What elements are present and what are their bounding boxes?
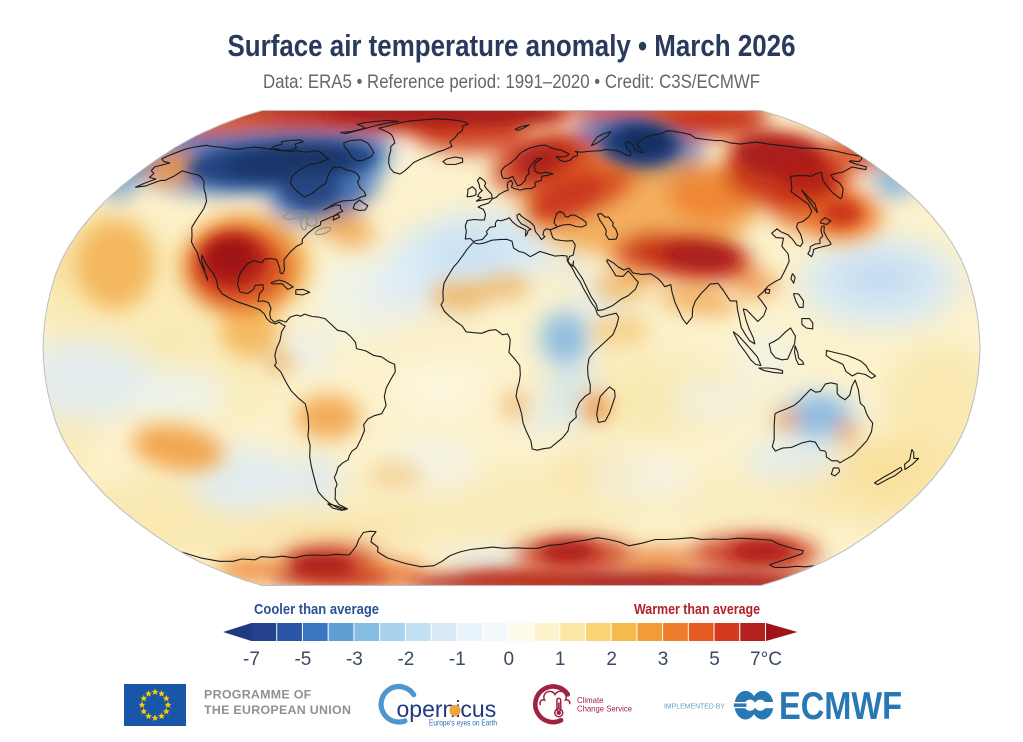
svg-text:IMPLEMENTED BY: IMPLEMENTED BY — [664, 702, 725, 711]
svg-text:THE EUROPEAN UNION: THE EUROPEAN UNION — [204, 703, 351, 717]
svg-text:PROGRAMME OF: PROGRAMME OF — [204, 688, 312, 702]
svg-text:3: 3 — [658, 649, 669, 670]
svg-text:Surface air temperature anomal: Surface air temperature anomaly • March … — [228, 28, 796, 63]
svg-text:Change Service: Change Service — [577, 703, 632, 713]
svg-text:-3: -3 — [346, 649, 363, 670]
svg-text:-1: -1 — [449, 649, 466, 670]
svg-text:ECMWF: ECMWF — [779, 685, 902, 728]
svg-text:7°C: 7°C — [750, 649, 782, 670]
svg-text:Europe's eyes on Earth: Europe's eyes on Earth — [429, 717, 497, 727]
svg-text:Cooler than average: Cooler than average — [254, 601, 379, 618]
svg-text:2: 2 — [606, 649, 617, 670]
svg-text:5: 5 — [709, 649, 720, 670]
svg-text:Climate: Climate — [577, 695, 604, 705]
svg-text:Data: ERA5 • Reference period:: Data: ERA5 • Reference period: 1991–2020… — [263, 71, 760, 93]
svg-text:-7: -7 — [243, 649, 260, 670]
svg-text:-5: -5 — [294, 649, 311, 670]
svg-text:Warmer than average: Warmer than average — [634, 601, 760, 618]
svg-text:-2: -2 — [397, 649, 414, 670]
svg-text:1: 1 — [555, 649, 566, 670]
svg-text:opernicus: opernicus — [397, 696, 497, 722]
svg-text:0: 0 — [504, 649, 515, 670]
